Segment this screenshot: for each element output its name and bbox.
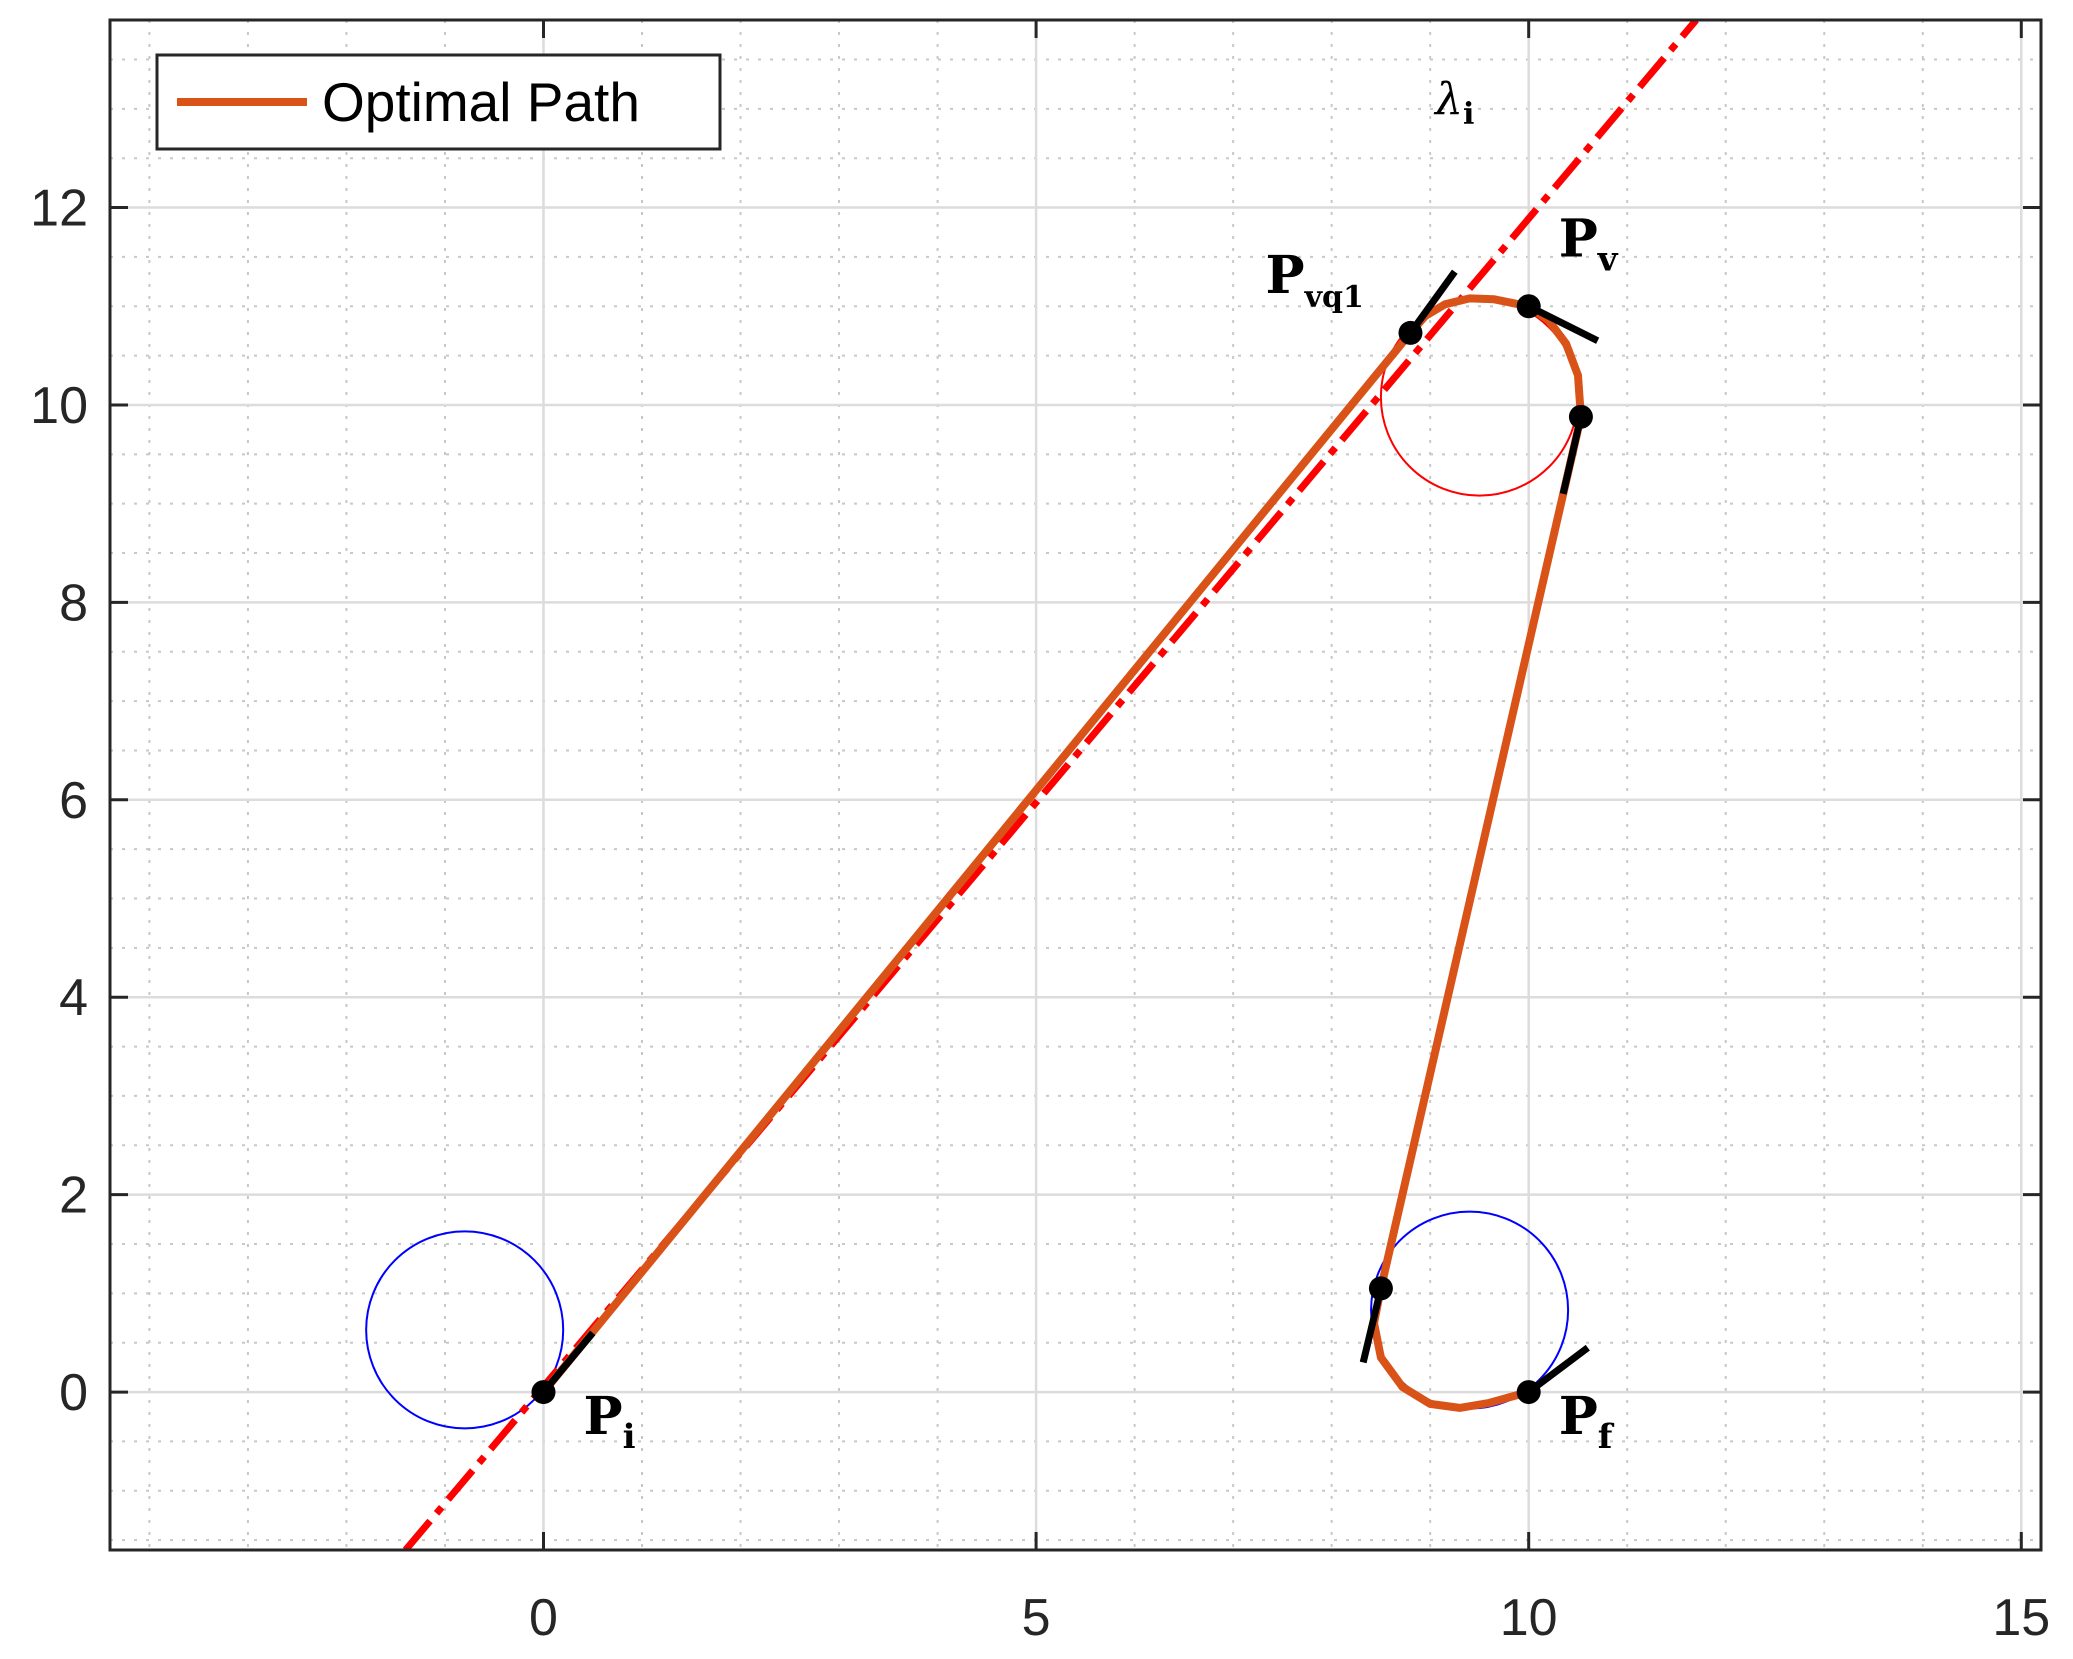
point-marker (1516, 1380, 1541, 1405)
minor-grid (110, 20, 2041, 1550)
legend: Optimal Path (155, 53, 722, 151)
point-label-subscript: i (623, 1417, 636, 1457)
point-markers (531, 294, 1593, 1405)
heading-tick (1559, 416, 1585, 495)
point-marker (1368, 1276, 1393, 1301)
y-tick-label: 12 (30, 180, 88, 238)
heading-tick (1407, 269, 1458, 335)
point-marker (1398, 320, 1423, 345)
heading-tick (1359, 1287, 1385, 1364)
y-tick-label: 6 (59, 772, 88, 830)
y-tick-label: 0 (59, 1364, 88, 1422)
heading-tick (540, 1330, 596, 1395)
y-tick-label: 4 (59, 969, 88, 1027)
point-marker (531, 1380, 556, 1405)
optimal-path-line (539, 294, 1585, 1412)
x-tick-label: 5 (1022, 1589, 1051, 1647)
legend-label: Optimal Path (322, 71, 640, 133)
heading-tick (1526, 1344, 1590, 1395)
x-tick-label: 10 (1500, 1589, 1558, 1647)
heading-tick (1527, 303, 1600, 344)
axes-box (108, 18, 2043, 1552)
x-tick-label: 15 (1992, 1589, 2050, 1647)
guide-line-label-subscript: i (1463, 97, 1474, 132)
point-label-subscript: f (1598, 1417, 1615, 1457)
y-tick-label: 2 (59, 1167, 88, 1225)
axis-ticks (110, 20, 2041, 1550)
heading-ticks (540, 269, 1600, 1395)
y-tick-label: 8 (59, 574, 88, 632)
point-marker (1516, 294, 1541, 319)
plot-background (110, 20, 2041, 1550)
y-tick-labels: 0 2 4 6 8 10 12 (30, 180, 88, 1423)
y-tick-label: 10 (30, 377, 88, 435)
x-tick-label: 0 (529, 1589, 558, 1647)
path-group (539, 294, 1585, 1412)
point-marker (1568, 404, 1593, 429)
point-label-subscript: vq1 (1304, 280, 1364, 315)
point-label-subscript: v (1597, 239, 1619, 279)
turn-circle (365, 1230, 565, 1430)
x-tick-labels: 0 5 10 15 (529, 1589, 2050, 1647)
